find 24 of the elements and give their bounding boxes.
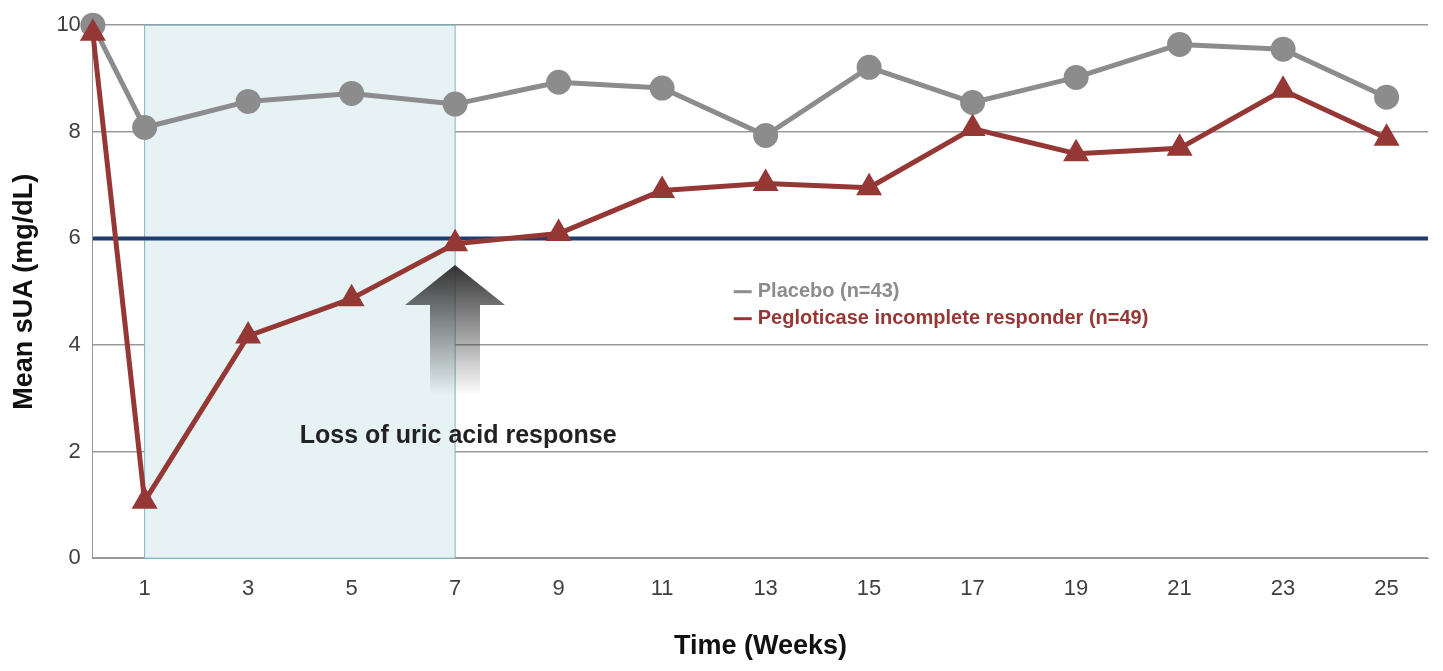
x-tick-label: 19 xyxy=(1063,575,1089,601)
y-tick-label: 4 xyxy=(68,331,81,357)
y-tick-label: 0 xyxy=(68,544,81,570)
x-tick-label: 5 xyxy=(345,575,358,601)
legend-label: Placebo (n=43) xyxy=(757,279,900,302)
x-tick-label: 7 xyxy=(448,575,462,601)
x-tick-label: 23 xyxy=(1270,575,1296,601)
y-tick-label: 2 xyxy=(68,437,81,463)
x-tick-label: 3 xyxy=(241,575,255,601)
y-tick-label: 10 xyxy=(56,11,81,37)
x-tick-label: 9 xyxy=(552,575,565,601)
x-tick-label: 21 xyxy=(1167,575,1192,601)
x-tick-label: 11 xyxy=(650,575,674,601)
x-tick-label: 1 xyxy=(138,575,151,601)
x-tick-label: 13 xyxy=(753,575,778,601)
x-tick-label: 17 xyxy=(960,575,985,601)
x-axis-title: Time (Weeks) xyxy=(673,630,847,661)
legend-label: Pegloticase incomplete responder (n=49) xyxy=(757,306,1149,329)
y-axis-title: Mean sUA (mg/dL) xyxy=(7,173,38,410)
x-tick-label: 15 xyxy=(856,575,882,601)
y-tick-label: 6 xyxy=(68,224,81,250)
annotation: Loss of uric acid response xyxy=(299,419,617,448)
x-tick-label: 25 xyxy=(1374,575,1399,601)
y-tick-label: 8 xyxy=(68,117,81,143)
